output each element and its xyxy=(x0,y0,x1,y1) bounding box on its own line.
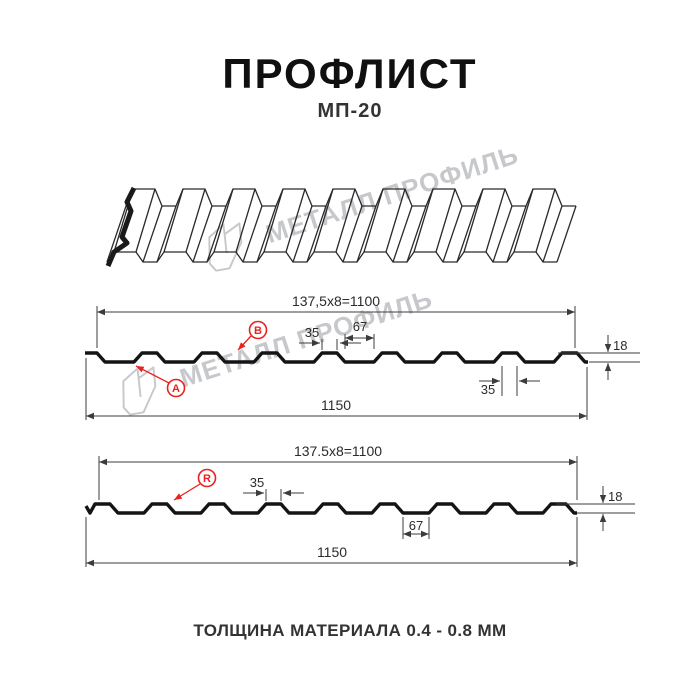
metall-profil-logo-icon xyxy=(208,222,243,272)
sheet-rib-line xyxy=(406,205,427,263)
cross-section-bottom: 137.5x8=1100 35 67 18 1150 xyxy=(84,443,635,567)
sheet-rib-line xyxy=(506,205,527,263)
dim-label-1150: 1150 xyxy=(321,397,351,413)
logo-outline xyxy=(208,222,243,272)
sheet-rib-line xyxy=(292,205,313,263)
sheet-rib-line xyxy=(163,188,184,253)
sheet-rib-line xyxy=(535,188,556,253)
page-title: ПРОФЛИСТ xyxy=(222,50,478,97)
dim-label-18: 18 xyxy=(613,338,627,353)
leader-line-r xyxy=(173,483,201,501)
sheet-rib-line xyxy=(513,188,534,253)
sheet-rib-line xyxy=(356,205,377,263)
sheet-near-edge xyxy=(106,251,557,263)
dim-label-18: 18 xyxy=(608,489,622,504)
sheet-rib-line xyxy=(413,188,434,253)
sheet-rib-line xyxy=(363,188,384,253)
sheet-rib-line xyxy=(192,205,213,263)
dim-label-35: 35 xyxy=(305,325,319,340)
sheet-cut-edge-left xyxy=(105,186,137,267)
sheet-rib-line xyxy=(213,188,234,253)
sheet-rib-line xyxy=(385,188,406,253)
sheet-rib-line xyxy=(106,205,127,263)
sheet-rib-line xyxy=(485,188,506,253)
sheet-cut-edge-right xyxy=(556,205,577,263)
sheet-rib-line xyxy=(442,205,463,263)
material-thickness-note: ТОЛЩИНА МАТЕРИАЛА 0.4 - 0.8 ММ xyxy=(193,621,507,640)
dim-label-1100: 137,5x8=1100 xyxy=(292,293,380,309)
profile-outline-ab xyxy=(85,351,588,364)
product-code: МП-20 xyxy=(317,100,383,122)
side-a-label: A xyxy=(172,383,180,395)
sheet-rib-line xyxy=(142,205,163,263)
sheet-rib-line xyxy=(335,188,356,253)
side-b-label: B xyxy=(254,325,262,337)
sheet-rib-line xyxy=(263,188,284,253)
sheet-rib-line xyxy=(392,205,413,263)
sheet-rib-line xyxy=(342,205,363,263)
sheet-rib-line xyxy=(156,205,177,263)
sheet-rib-line xyxy=(256,205,277,263)
sheet-rib-lines xyxy=(106,188,563,263)
dim-label-1100: 137.5x8=1100 xyxy=(294,443,382,459)
side-a-badge xyxy=(166,378,186,398)
dim-label-1150: 1150 xyxy=(317,544,347,560)
sheet-rib-line xyxy=(463,188,484,253)
sheet-rib-line xyxy=(542,205,563,263)
sheet-rib-line xyxy=(285,188,306,253)
side-r-badge xyxy=(197,468,217,488)
profile-outline-r xyxy=(84,502,577,515)
brand-watermark-top: МЕТАЛЛ ПРОФИЛЬ xyxy=(196,129,526,280)
sheet-rib-line xyxy=(235,188,256,253)
sheet-rib-line xyxy=(185,188,206,253)
sheet-rib-line xyxy=(492,205,513,263)
sheet-rib-line xyxy=(435,188,456,253)
sheet-rib-line xyxy=(135,188,156,253)
dim-label-35-bottom: 35 xyxy=(481,382,495,397)
dim-label-67: 67 xyxy=(409,518,423,533)
sheet-rib-line xyxy=(313,188,334,253)
leader-line-b xyxy=(237,335,252,351)
sheet-rib-line xyxy=(306,205,327,263)
side-b-badge xyxy=(248,320,268,340)
side-r-label: R xyxy=(203,473,211,485)
sheet-rib-line xyxy=(206,205,227,263)
dim-label-67: 67 xyxy=(353,319,367,334)
dim-label-35: 35 xyxy=(250,475,264,490)
sheet-rib-line xyxy=(242,205,263,263)
sheet-3d-view xyxy=(105,186,577,267)
leader-line-a xyxy=(135,365,170,384)
cross-section-top: 137,5x8=1100 35 67 18 35 xyxy=(85,293,640,420)
sheet-rib-line xyxy=(456,205,477,263)
